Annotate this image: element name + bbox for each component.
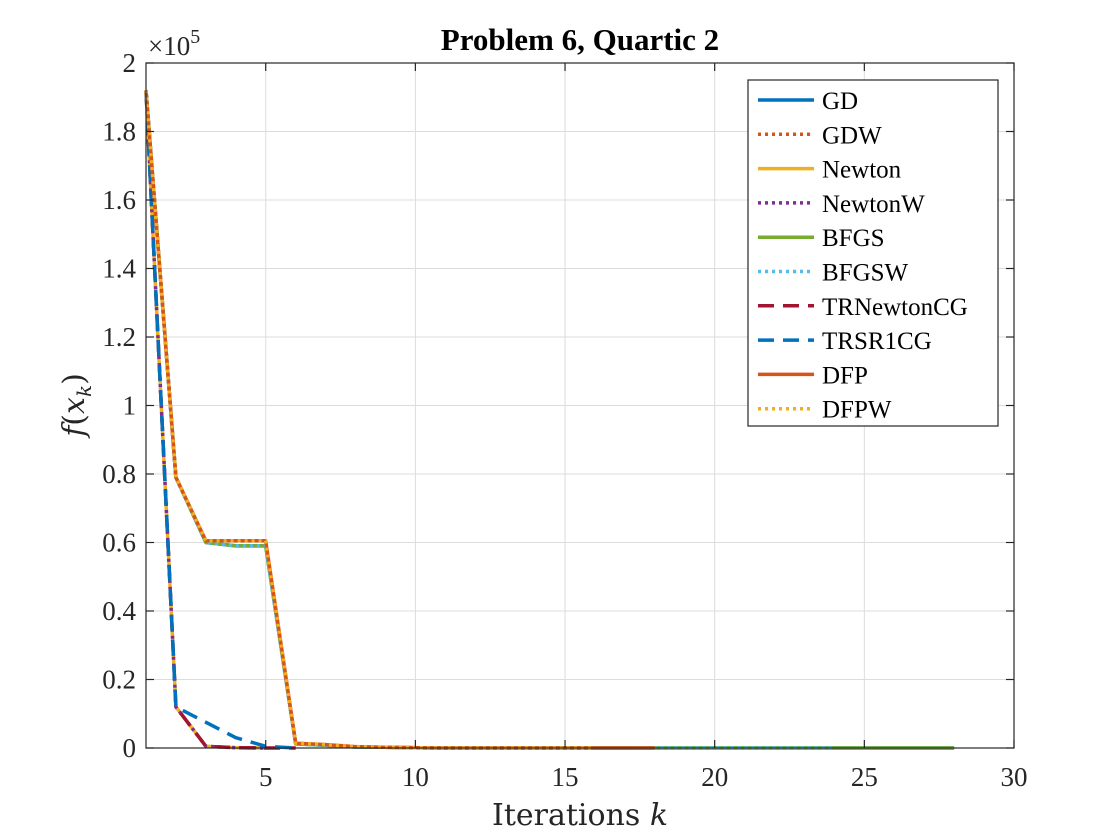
y-tick-label-1-2: 1.2 xyxy=(102,322,136,352)
legend-label-dfp: DFP xyxy=(822,362,868,389)
y-tick-label-0-6: 0.6 xyxy=(102,528,136,558)
chart-title: Problem 6, Quartic 2 xyxy=(441,22,719,57)
legend-label-newtonw: NewtonW xyxy=(822,191,925,218)
y-tick-label-0-4: 0.4 xyxy=(102,596,136,626)
y-tick-label-0: 0 xyxy=(123,733,137,763)
y-tick-label-1-4: 1.4 xyxy=(102,254,136,284)
legend-box xyxy=(747,79,999,427)
legend: GD GDW Newton NewtonW BFGS BFGSW TRNewtonCG TRS… xyxy=(747,79,999,427)
x-tick-label-25: 25 xyxy=(851,762,878,792)
legend-label-dfpw: DFPW xyxy=(822,397,892,424)
legend-label-gdw: GDW xyxy=(822,122,882,149)
legend-label-gd: GD xyxy=(822,88,858,115)
y-tick-label-1-8: 1.8 xyxy=(102,117,136,147)
x-tick-label-5: 5 xyxy=(259,762,273,792)
ticks xyxy=(146,62,1015,749)
x-tick-label-10: 10 xyxy=(402,762,429,792)
x-tick-label-20: 20 xyxy=(701,762,728,792)
legend-label-bfgs: BFGS xyxy=(822,225,885,252)
y-axis-label-paren-open: ( xyxy=(57,414,92,426)
y-axis-label: f(xk) xyxy=(57,373,96,439)
y-exponent-label: ×105 xyxy=(148,26,200,61)
y-exponent-base: ×10 xyxy=(148,31,190,61)
series-line-newtonw xyxy=(144,90,266,750)
x-axis-label: Iterations k xyxy=(492,798,668,833)
x-axis-label-text: Iterations xyxy=(492,798,650,833)
y-tick-label-0-2: 0.2 xyxy=(102,665,136,695)
y-tick-label-0-8: 0.8 xyxy=(102,459,136,489)
legend-label-newton: Newton xyxy=(822,157,902,184)
x-axis-label-var: k xyxy=(650,798,668,833)
tick-labels: 5 10 15 20 25 30 0 0.2 0.4 0.6 0.8 1 1.2 1.4 1.6 1.8 2 xyxy=(102,48,1027,792)
x-tick-label-15: 15 xyxy=(552,762,579,792)
legend-label-bfgsw: BFGSW xyxy=(822,260,909,287)
y-axis-label-paren-close: ) xyxy=(57,373,92,385)
y-axis-label-sub: k xyxy=(72,385,96,397)
y-tick-label-1: 1 xyxy=(123,391,137,421)
legend-label-trnewtoncg: TRNewtonCG xyxy=(822,294,968,321)
series-line-trsr1cg xyxy=(144,90,296,750)
y-tick-label-1-6: 1.6 xyxy=(102,185,136,215)
legend-label-trsr1cg: TRSR1CG xyxy=(822,328,932,355)
x-tick-label-30: 30 xyxy=(1001,762,1028,792)
y-exponent-power: 5 xyxy=(190,26,200,48)
y-axis-label-var: x xyxy=(57,397,92,414)
y-tick-label-2: 2 xyxy=(123,48,137,78)
